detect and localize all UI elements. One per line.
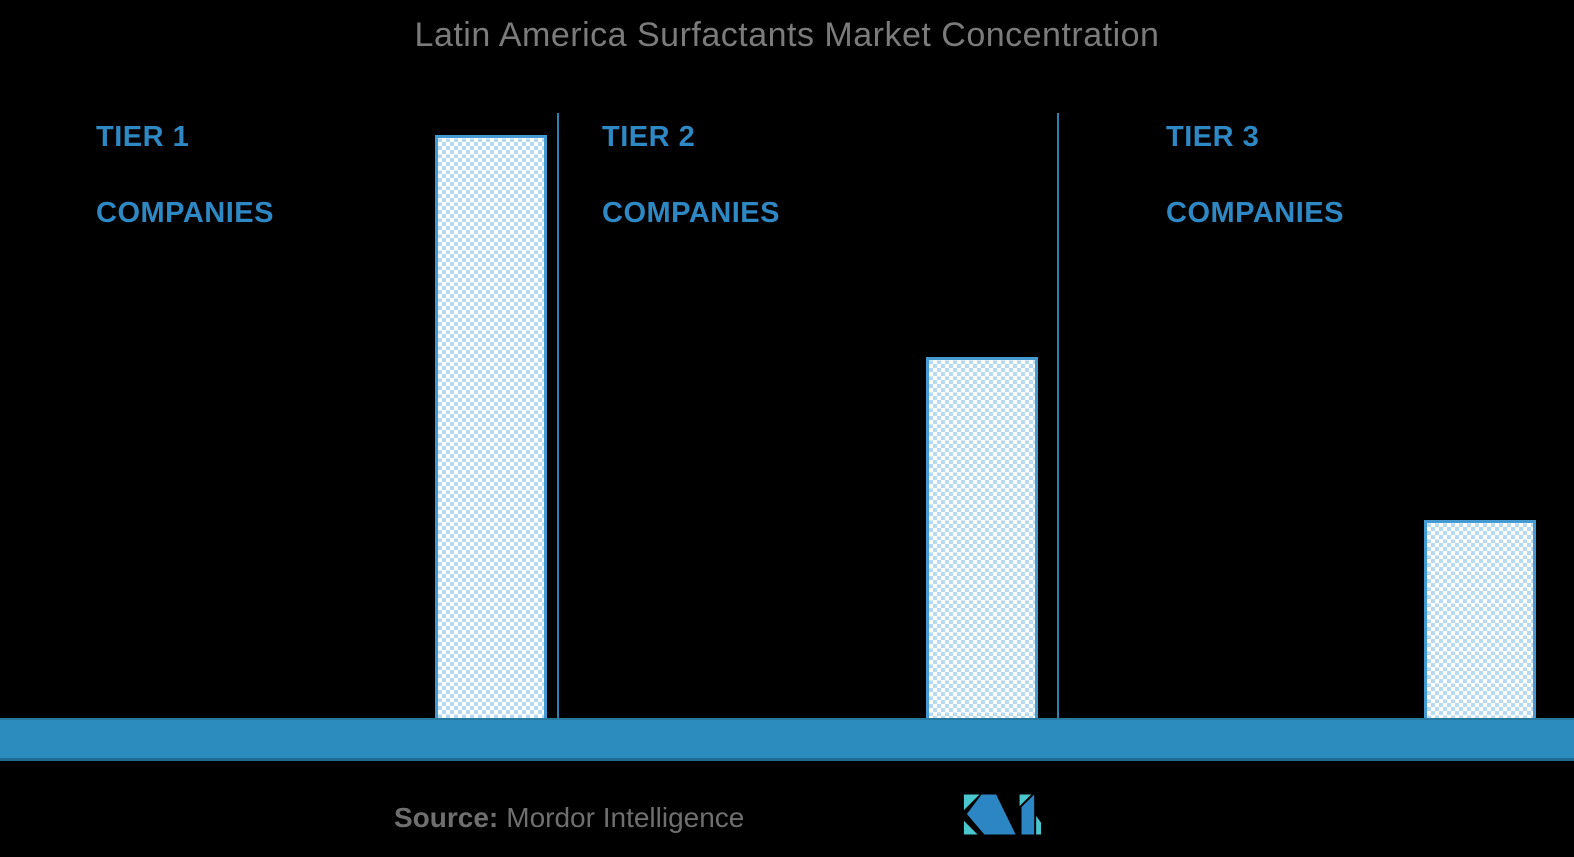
tier1-bar: [435, 135, 547, 718]
logo-blue-diagonal: [966, 794, 1016, 835]
section-divider-2: [1057, 113, 1059, 718]
tier2-label-line2: COMPANIES: [602, 197, 780, 229]
source-label: Source:: [394, 802, 499, 833]
tier3-label-line2: COMPANIES: [1166, 197, 1344, 229]
tier2-label-line1: TIER 2: [602, 121, 696, 153]
tier1-label-line2: COMPANIES: [96, 197, 274, 229]
tier1-label: TIER 1 COMPANIES: [96, 118, 274, 232]
chart-title: Latin America Surfactants Market Concent…: [414, 16, 1160, 54]
section-divider-1: [557, 113, 559, 718]
tier1-label-line1: TIER 1: [96, 121, 190, 153]
tier2-label: TIER 2 COMPANIES: [602, 118, 780, 232]
mordor-intelligence-logo: [963, 794, 1042, 835]
source-name: Mordor Intelligence: [506, 802, 745, 833]
tier3-label-line1: TIER 3: [1166, 121, 1260, 153]
baseline-bar: [0, 718, 1574, 761]
source-attribution: Source: Mordor Intelligence: [394, 801, 744, 835]
logo-blue-i-bar: [1021, 794, 1035, 835]
tier2-bar: [926, 357, 1038, 718]
tier3-bar: [1424, 520, 1536, 718]
logo-teal-i-top-wedge: [1019, 794, 1032, 807]
tier3-label: TIER 3 COMPANIES: [1166, 118, 1344, 232]
logo-teal-right-accent: [1036, 815, 1042, 835]
logo-teal-top-left-wedge: [963, 794, 980, 811]
